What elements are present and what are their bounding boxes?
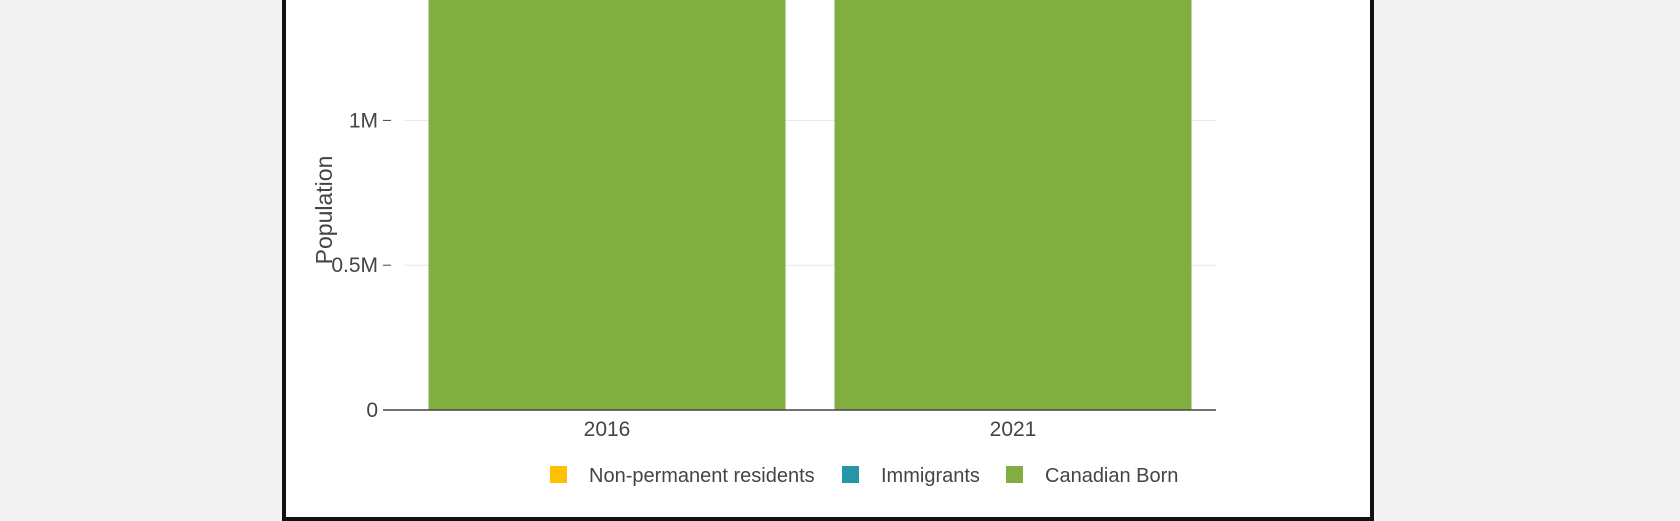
x-tick-label: 2016 xyxy=(584,418,631,441)
x-tick-label: 2021 xyxy=(990,418,1037,441)
legend-swatch xyxy=(1006,466,1023,483)
legend-label: Canadian Born xyxy=(1045,465,1178,487)
bar-canadian-born-2021 xyxy=(834,0,1192,411)
legend-label: Immigrants xyxy=(881,465,980,487)
y-tick-label: 0 xyxy=(366,399,378,422)
legend-swatch xyxy=(842,466,859,483)
bars xyxy=(428,0,1192,411)
legend: Non-permanent residents Immigrants Canadia… xyxy=(550,465,1178,487)
legend-label: Non-permanent residents xyxy=(589,465,815,487)
y-axis-title: Population xyxy=(311,156,337,265)
y-axis-ticks: 00.5M1M1.5M2M2.5M xyxy=(331,109,391,422)
legend-swatch xyxy=(550,466,567,483)
x-axis-ticks: 2016 2021 xyxy=(584,418,1037,441)
bar-canadian-born-2016 xyxy=(428,0,786,411)
y-tick-label: 0.5M xyxy=(331,254,378,277)
y-tick-label: 1M xyxy=(349,109,378,132)
